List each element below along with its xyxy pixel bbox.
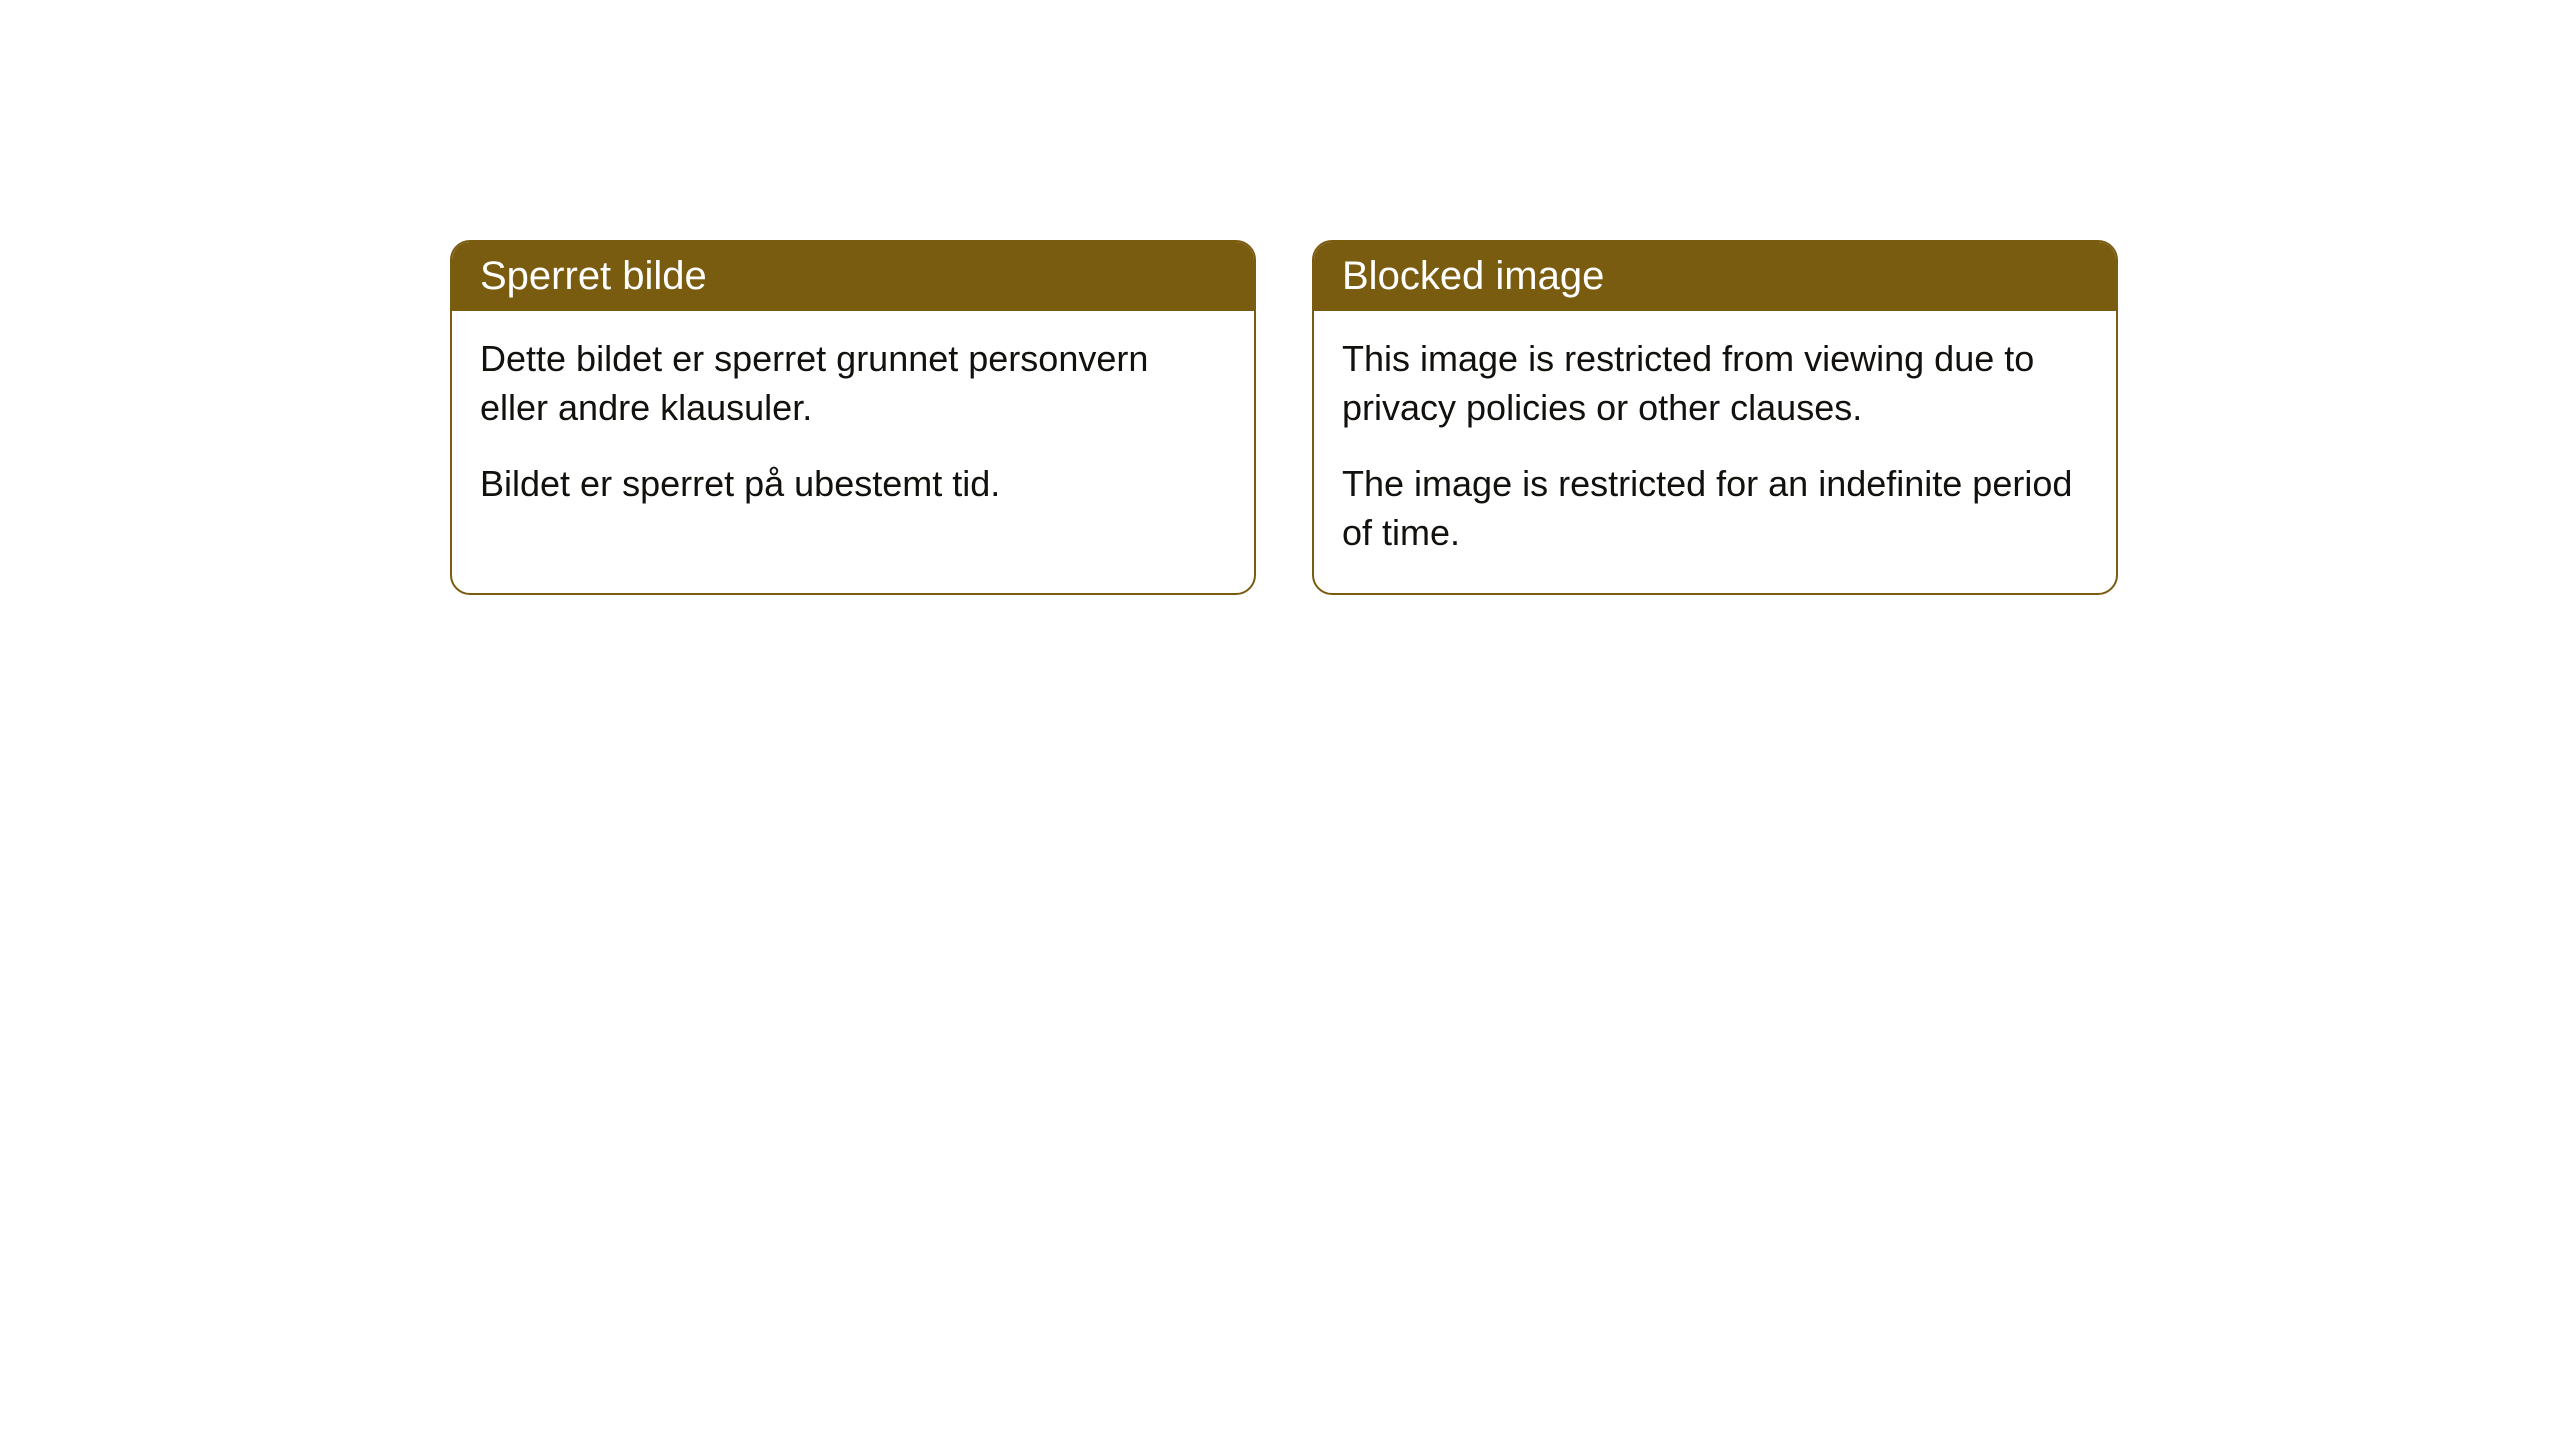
notice-title: Sperret bilde <box>480 254 707 298</box>
notice-title: Blocked image <box>1342 254 1604 298</box>
notice-card-english: Blocked image This image is restricted f… <box>1312 240 2118 595</box>
notice-paragraph-2: Bildet er sperret på ubestemt tid. <box>480 460 1226 509</box>
notice-body: Dette bildet er sperret grunnet personve… <box>452 311 1254 545</box>
notice-paragraph-1: Dette bildet er sperret grunnet personve… <box>480 335 1226 432</box>
notice-header: Sperret bilde <box>452 242 1254 311</box>
notice-paragraph-1: This image is restricted from viewing du… <box>1342 335 2088 432</box>
notice-header: Blocked image <box>1314 242 2116 311</box>
notice-body: This image is restricted from viewing du… <box>1314 311 2116 593</box>
notice-paragraph-2: The image is restricted for an indefinit… <box>1342 460 2088 557</box>
notice-container: Sperret bilde Dette bildet er sperret gr… <box>0 0 2560 595</box>
notice-card-norwegian: Sperret bilde Dette bildet er sperret gr… <box>450 240 1256 595</box>
